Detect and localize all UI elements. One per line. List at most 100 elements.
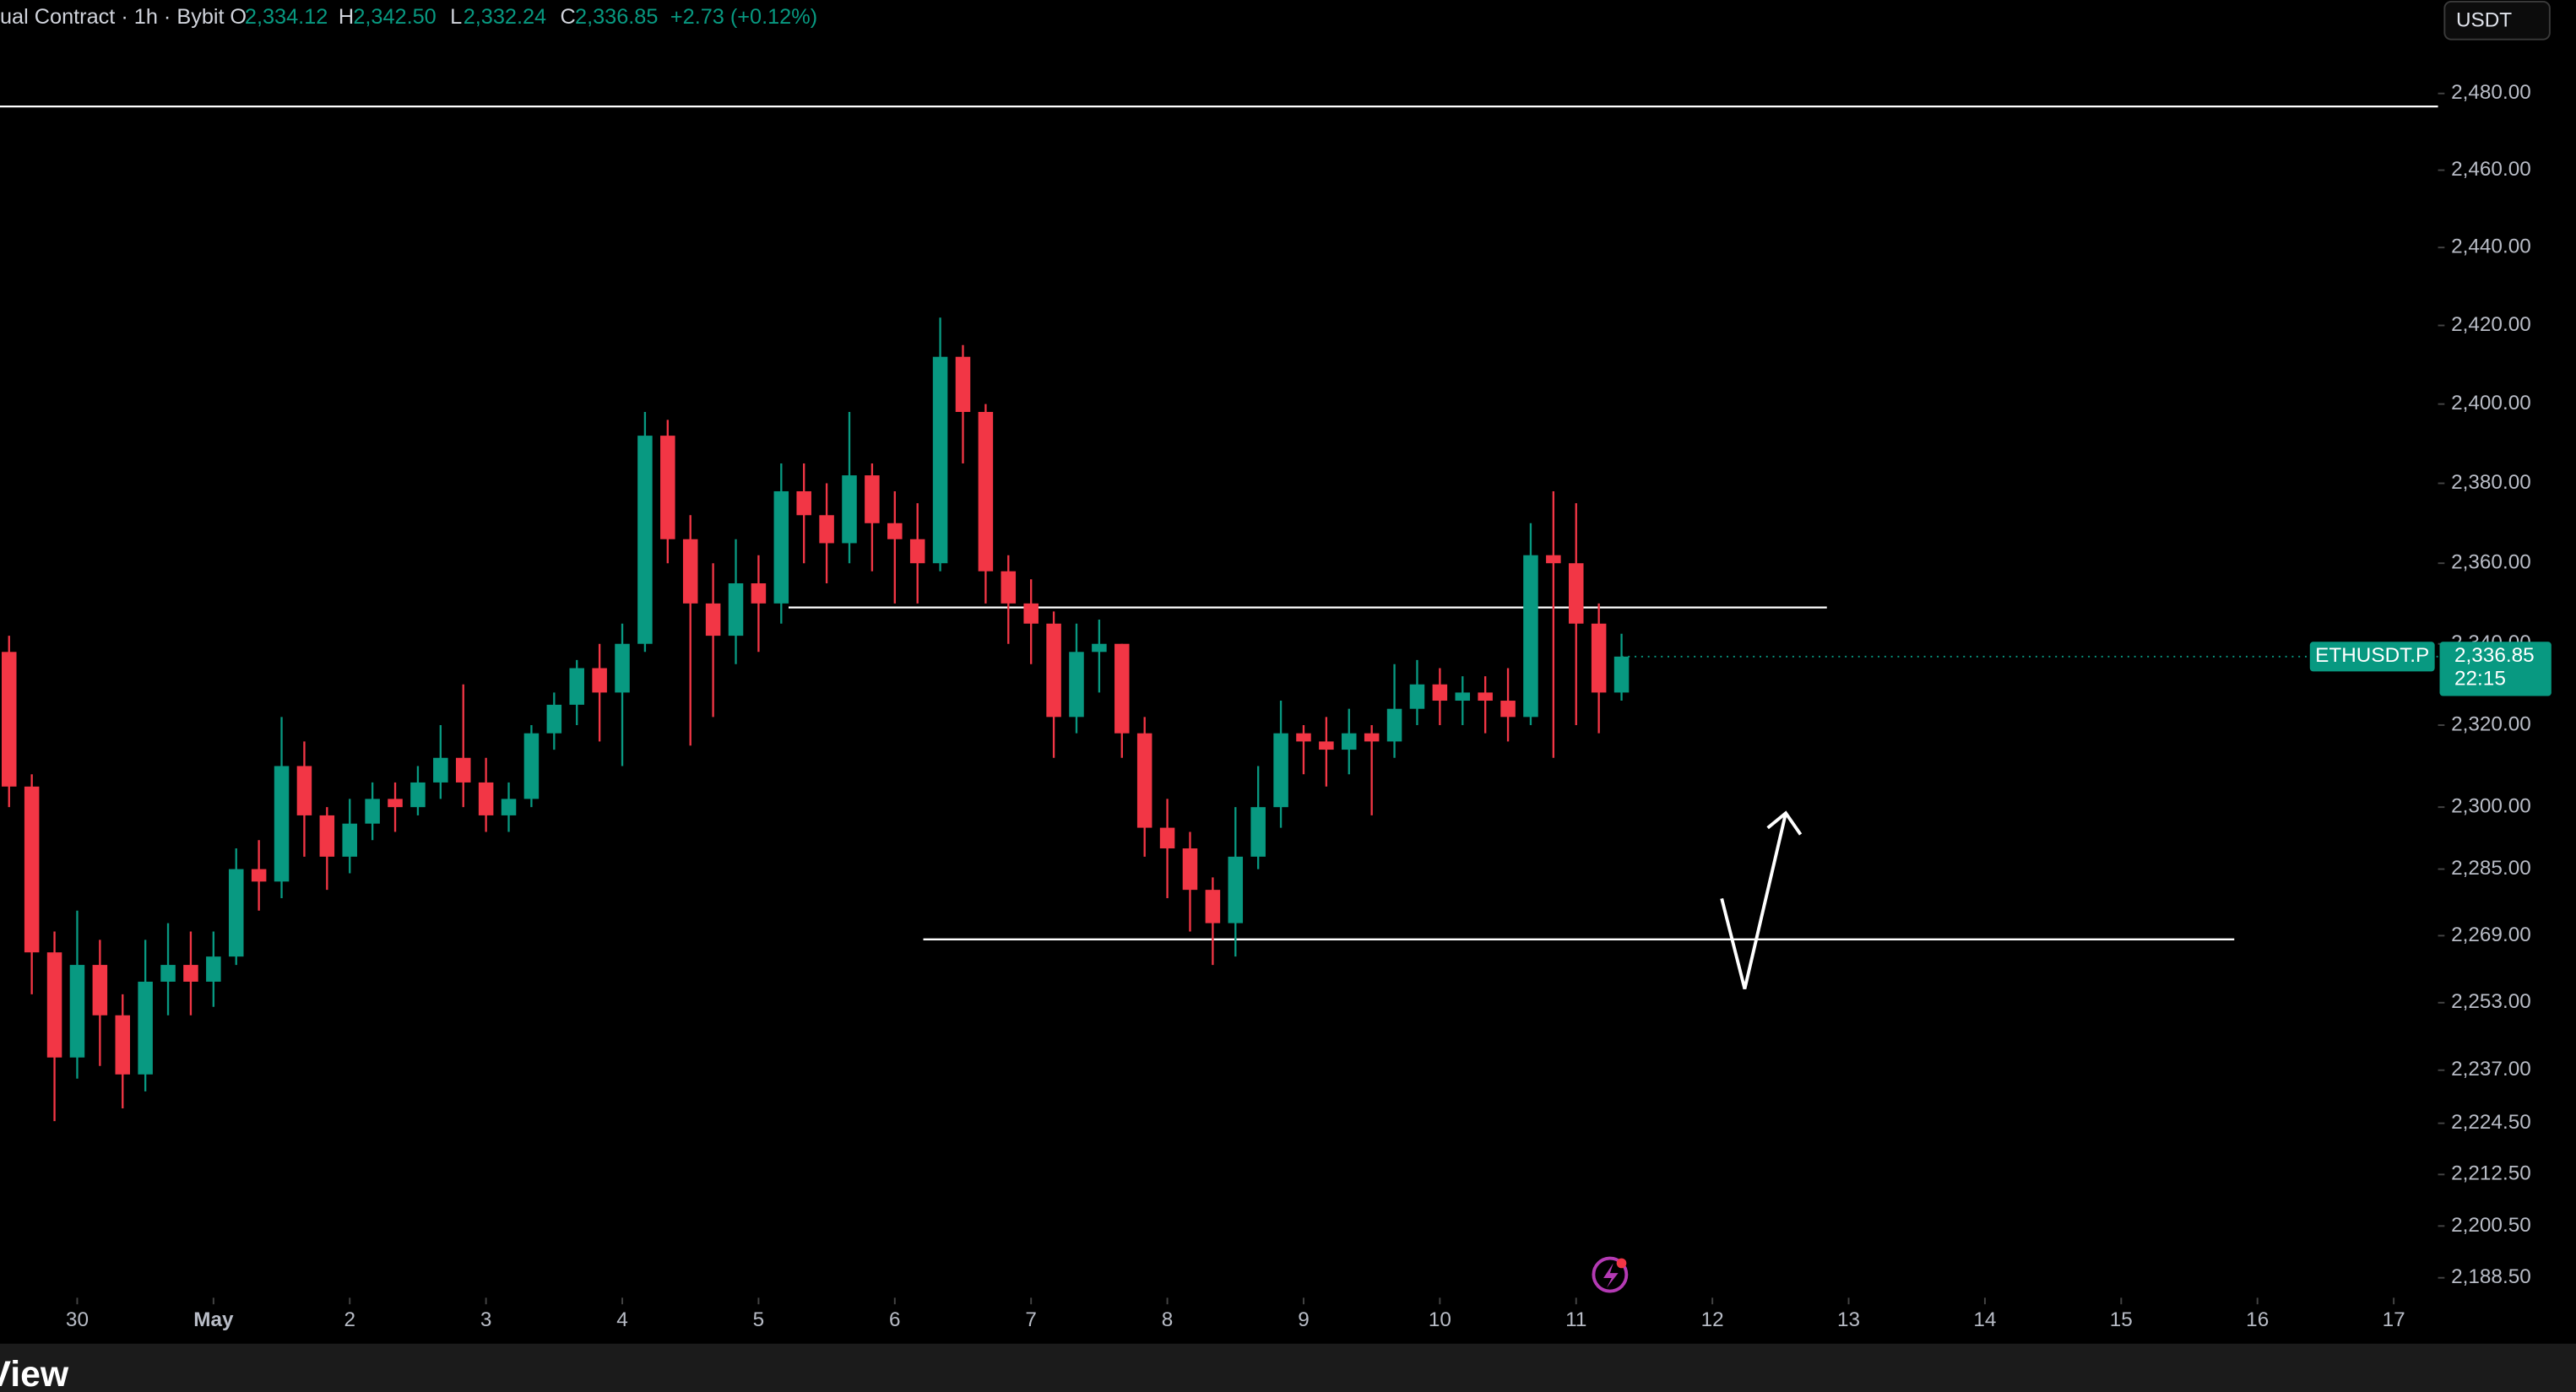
candle-body (296, 766, 312, 815)
candle-body (69, 965, 85, 1058)
symbol: ual Contract · 1h · Bybit (0, 5, 225, 29)
candle-body (1568, 563, 1584, 624)
candle-body (433, 757, 448, 783)
alert-icon[interactable] (1592, 1256, 1629, 1293)
x-tick-label: 11 (1565, 1308, 1586, 1331)
candle-body (1500, 701, 1516, 718)
symbol-tag-label: ETHUSDT.P (2315, 644, 2429, 667)
candle-body (887, 523, 903, 539)
y-tick-label: 2,460.00 (2451, 158, 2531, 181)
candle-body (1273, 733, 1288, 808)
candle-body (24, 786, 40, 953)
candle-body (909, 539, 925, 564)
candle-body (1069, 652, 1084, 718)
ohlc-value: 2,332.24 (464, 5, 546, 29)
x-tick-label: 5 (753, 1308, 765, 1331)
candle-body (569, 668, 584, 705)
y-tick-label: 2,380.00 (2451, 471, 2531, 494)
currency-label[interactable]: USDT (2456, 9, 2512, 32)
candle-body (1319, 741, 1334, 750)
arrow-drawing (1720, 810, 1803, 989)
candle-body (365, 799, 380, 824)
y-tick-label: 2,224.50 (2451, 1111, 2531, 1134)
candle-body (1546, 555, 1561, 564)
alert-dot[interactable] (1616, 1258, 1627, 1269)
candle-body (1046, 623, 1061, 718)
candle-body (1591, 623, 1607, 693)
candle-body (1523, 555, 1538, 718)
candle-body (1409, 684, 1425, 709)
candle-body (410, 782, 426, 808)
y-tick-label: 2,420.00 (2451, 313, 2531, 336)
candle-body (819, 515, 834, 544)
x-tick-label: 16 (2246, 1308, 2269, 1331)
brand: View (0, 1354, 69, 1392)
candle-body (865, 475, 880, 523)
candle-body (2, 652, 17, 787)
x-tick-label: 8 (1162, 1308, 1174, 1331)
candle-body (773, 490, 789, 604)
ohlc-value: 2,342.50 (353, 5, 436, 29)
candle-body (660, 436, 675, 539)
ohlc-key: H (339, 5, 354, 29)
candle-body (388, 799, 403, 808)
candle-body (1250, 807, 1266, 857)
candle-body (592, 668, 607, 693)
candle-body (728, 583, 744, 636)
candle-body (932, 356, 948, 564)
countdown-label: 22:15 (2454, 667, 2506, 690)
alert-circle[interactable] (1592, 1256, 1629, 1293)
x-tick-label: 15 (2110, 1308, 2133, 1331)
x-tick-label: 12 (1701, 1308, 1724, 1331)
price-tag-label: 2,336.85 (2454, 644, 2535, 667)
candle-body (1136, 733, 1152, 828)
candle-body (342, 823, 357, 857)
ohlc-value: 2,334.12 (245, 5, 328, 29)
candle-body (751, 583, 767, 604)
x-tick-label: 17 (2383, 1308, 2405, 1331)
candle-body (1364, 733, 1380, 742)
y-tick-label: 2,253.00 (2451, 990, 2531, 1013)
x-tick-label: 10 (1429, 1308, 1451, 1331)
y-tick-label: 2,237.00 (2451, 1058, 2531, 1081)
candle-body (115, 1015, 131, 1075)
bottom-bar (0, 1343, 2576, 1392)
arrow-head (1766, 810, 1803, 836)
candle-body (978, 411, 994, 571)
candle-body (546, 704, 562, 734)
candle-body (1182, 848, 1198, 891)
price-tag (2439, 642, 2552, 696)
y-tick-label: 2,360.00 (2451, 551, 2531, 574)
y-tick-label: 2,320.00 (2451, 712, 2531, 735)
candle-body (183, 965, 198, 982)
y-tick-label: 2,212.50 (2451, 1162, 2531, 1185)
candle-body (455, 757, 471, 783)
alert-bolt[interactable] (1603, 1263, 1619, 1288)
x-tick-label: May (193, 1308, 234, 1331)
y-tick-label: 2,188.50 (2451, 1265, 2531, 1288)
candle-body (1342, 733, 1357, 750)
candle-body (46, 952, 62, 1058)
candle-body (955, 356, 971, 412)
x-tick-label: 14 (1973, 1308, 1996, 1331)
candle-body (160, 965, 176, 982)
ohlc-key: C (561, 5, 576, 29)
y-tick-label: 2,200.50 (2451, 1214, 2531, 1237)
x-tick-label: 9 (1298, 1308, 1310, 1331)
candle-body (251, 869, 267, 882)
candle-body (842, 475, 857, 544)
change: +2.73 (+0.12%) (670, 5, 817, 29)
x-tick-label: 2 (344, 1308, 355, 1331)
candle-body (637, 436, 653, 644)
currency-button[interactable] (2443, 0, 2551, 41)
candle-body (138, 981, 153, 1075)
candle-body (682, 539, 698, 604)
candle-body (705, 603, 721, 636)
x-tick-label: 3 (480, 1308, 492, 1331)
candle-body (501, 799, 517, 815)
candle-body (206, 956, 221, 982)
candle-body (1478, 692, 1493, 701)
